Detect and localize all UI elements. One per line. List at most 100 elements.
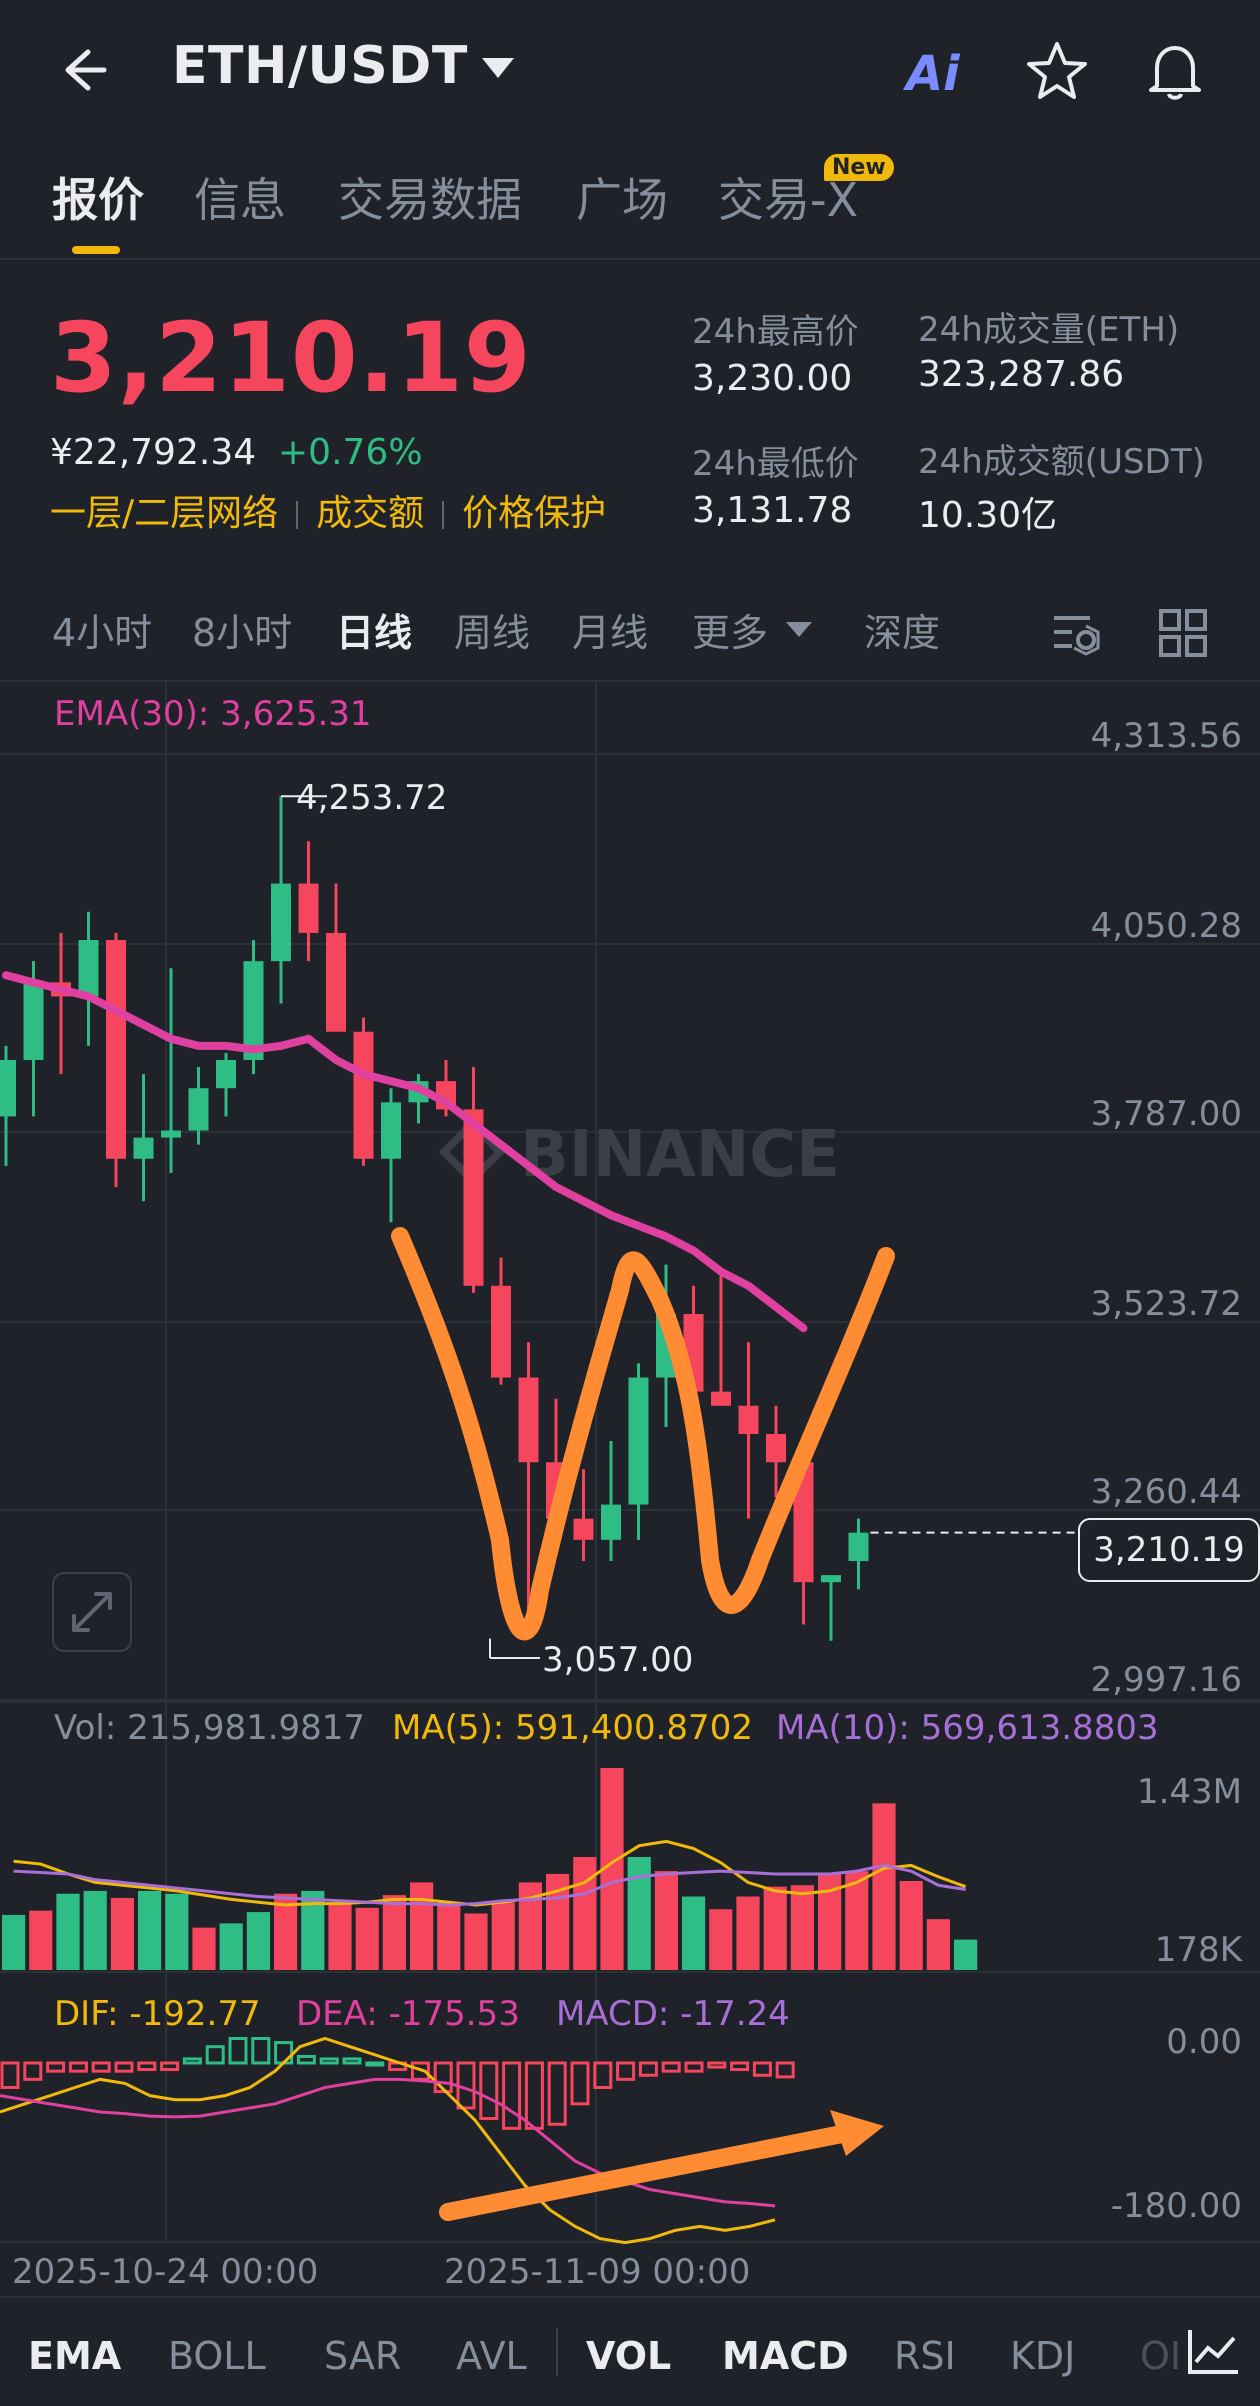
price-tick-2: 3,787.00 — [1090, 1094, 1242, 1134]
bell-icon[interactable] — [1142, 38, 1208, 104]
macd-hist-bar — [616, 2061, 636, 2081]
indicator-vol[interactable]: VOL — [586, 2334, 672, 2378]
indicator-macd[interactable]: MACD — [722, 2334, 849, 2378]
high-marker-label: 4,253.72 — [296, 778, 448, 818]
macd-hist-bar — [707, 2061, 727, 2069]
volume-usdt-value: 10.30亿 — [918, 495, 1058, 536]
period-1m[interactable]: 月线 — [572, 611, 649, 655]
back-arrow-icon[interactable] — [52, 38, 116, 102]
tag-price-protection[interactable]: 价格保护 — [462, 493, 607, 534]
tab-quote[interactable]: 报价 — [52, 173, 144, 227]
candle-body — [573, 1518, 594, 1540]
expand-icon — [72, 1592, 112, 1632]
volume-tick-1: 178K — [1154, 1930, 1242, 1970]
trend-arrow-shaft — [439, 2123, 861, 2221]
chart-settings-icon[interactable] — [1050, 608, 1102, 660]
candle-body — [216, 1059, 236, 1089]
macd-hist-bar — [502, 2061, 522, 2130]
ai-icon[interactable]: Ai — [906, 46, 960, 102]
svg-text:BINANCE: BINANCE — [520, 1118, 840, 1192]
indicator-ema[interactable]: EMA — [28, 2334, 122, 2378]
dif-line — [0, 2036, 776, 2245]
volume-bar — [845, 1871, 869, 1970]
star-icon[interactable] — [1024, 38, 1090, 104]
indicator-rsi[interactable]: RSI — [894, 2334, 956, 2378]
macd-hist-bar — [319, 2057, 339, 2065]
macd-hist-bar — [23, 2061, 43, 2081]
price-chart[interactable]: BINANCE — [0, 680, 1260, 2296]
indicator-avl[interactable]: AVL — [456, 2334, 527, 2378]
high-label: 24h最高价 — [692, 312, 859, 352]
macd-hist-bar — [228, 2037, 248, 2065]
volume-bar — [410, 1882, 434, 1970]
period-4h[interactable]: 4小时 — [52, 611, 153, 655]
period-8h[interactable]: 8小时 — [192, 611, 293, 655]
volume-bar — [926, 1919, 950, 1970]
volume-bar — [654, 1871, 678, 1970]
macd-hist-bar — [91, 2061, 111, 2073]
volume-bar — [192, 1927, 216, 1970]
macd-hist-bar — [205, 2045, 225, 2065]
tab-info[interactable]: 信息 — [194, 173, 286, 227]
tag-layer-network[interactable]: 一层/二层网络 — [50, 493, 279, 534]
top-bar: ETH/USDT Ai — [0, 0, 1260, 140]
tab-trade-x[interactable]: 交易-X — [718, 173, 859, 227]
volume-bar — [437, 1902, 461, 1970]
indicator-chart-icon[interactable] — [1186, 2326, 1242, 2378]
volume-bar — [573, 1856, 597, 1970]
macd-hist-bar — [638, 2061, 658, 2077]
candle-body — [353, 1031, 374, 1159]
fullscreen-button[interactable] — [52, 1572, 132, 1652]
volume-bar — [736, 1896, 760, 1970]
candle-body — [23, 982, 44, 1060]
price-tick-4: 3,260.44 — [1090, 1472, 1242, 1512]
macd-hist-bar — [524, 2061, 544, 2130]
candle-body — [106, 939, 126, 1159]
tab-square[interactable]: 广场 — [576, 173, 668, 227]
macd-hist-bar — [593, 2061, 613, 2089]
toolbar-divider — [556, 2328, 558, 2376]
tab-trading-data[interactable]: 交易数据 — [338, 173, 522, 227]
indicator-oi[interactable]: OI — [1140, 2334, 1182, 2378]
price-change-percent: +0.76% — [278, 432, 423, 473]
volume-tick-0: 1.43M — [1136, 1772, 1242, 1812]
trading-pair-title[interactable]: ETH/USDT — [172, 36, 468, 96]
low-marker-label: 3,057.00 — [542, 1640, 694, 1680]
volume-bar — [600, 1768, 624, 1970]
candle-body — [161, 1130, 181, 1138]
chart-grid — [0, 680, 1260, 2243]
macd-hist-bar — [730, 2061, 750, 2072]
period-1w[interactable]: 周线 — [454, 611, 531, 655]
candle-body — [738, 1405, 759, 1434]
macd-hist-bar — [661, 2061, 681, 2073]
candle-body — [243, 961, 264, 1060]
current-price-tag: 3,210.19 — [1078, 1518, 1260, 1582]
macd-hist-bar — [137, 2061, 157, 2072]
layout-grid-icon[interactable] — [1158, 608, 1208, 658]
candle-body — [133, 1137, 154, 1159]
candle-body — [188, 1088, 209, 1131]
macd-series — [0, 2036, 795, 2245]
period-depth[interactable]: 深度 — [864, 611, 941, 655]
volume-bar — [682, 1896, 706, 1970]
indicator-boll[interactable]: BOLL — [168, 2334, 266, 2378]
dea-legend: DEA: -175.53 — [296, 1994, 520, 2034]
macd-hist-bar — [479, 2061, 499, 2121]
indicator-kdj[interactable]: KDJ — [1010, 2334, 1076, 2378]
macd-hist-bar — [68, 2061, 88, 2073]
period-more[interactable]: 更多 — [692, 611, 769, 655]
macd-hist-bar — [433, 2061, 453, 2094]
candle-body — [766, 1433, 786, 1463]
candle-body — [848, 1532, 869, 1562]
macd-hist-bar — [570, 2061, 590, 2106]
tag-turnover[interactable]: 成交额 — [316, 493, 425, 534]
more-caret-icon[interactable] — [786, 622, 812, 637]
volume-bar — [274, 1893, 298, 1970]
period-1d[interactable]: 日线 — [336, 611, 413, 655]
volume-bar — [899, 1881, 923, 1970]
indicator-sar[interactable]: SAR — [324, 2334, 402, 2378]
volume-bar — [382, 1895, 406, 1970]
pair-dropdown-caret-icon[interactable] — [482, 58, 514, 78]
low-value: 3,131.78 — [692, 490, 853, 531]
candle-body — [0, 1059, 16, 1117]
